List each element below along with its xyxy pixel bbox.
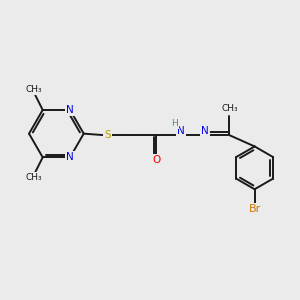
Text: N: N xyxy=(66,152,74,162)
Text: S: S xyxy=(104,130,111,140)
Text: CH₃: CH₃ xyxy=(26,173,42,182)
Text: O: O xyxy=(152,155,160,165)
Text: CH₃: CH₃ xyxy=(26,85,42,94)
Text: N: N xyxy=(66,105,74,115)
Text: CH₃: CH₃ xyxy=(221,104,238,113)
Text: N: N xyxy=(201,126,209,136)
Text: N: N xyxy=(177,126,184,136)
Text: Br: Br xyxy=(248,204,261,214)
Text: H: H xyxy=(171,119,178,128)
